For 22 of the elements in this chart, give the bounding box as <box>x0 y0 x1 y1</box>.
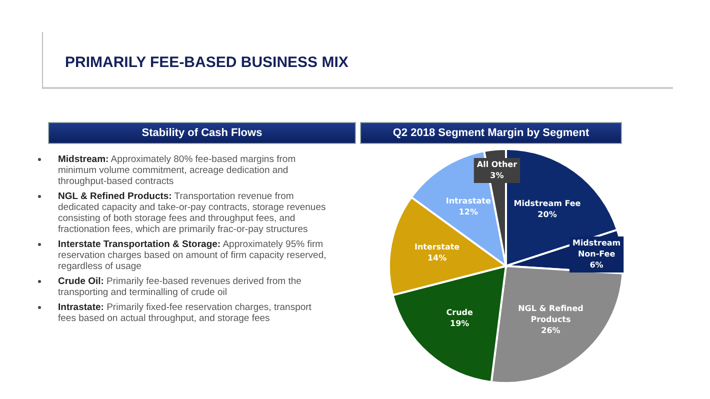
text: Crude Oil: Primarily fee-based revenues derived from the transporting and terminalling of crude oil <box>58 276 302 298</box>
data-label: 6% <box>590 260 604 270</box>
slice-label: Crude <box>446 308 474 318</box>
text: Midstream: Approximately 80% fee-based margins from minimum volume commitment, acreage dedication and throughput-based contracts <box>58 154 297 187</box>
data-label: 26% <box>541 326 560 336</box>
data-label: 14% <box>427 253 447 262</box>
text: PRIMARILY FEE-BASED BUSINESS MIX <box>65 54 348 71</box>
slice-label: All Other <box>476 160 518 170</box>
data-label: 20% <box>538 210 557 219</box>
text: Stability of Cash Flows <box>48 122 356 144</box>
slice-label: Midstream Fee <box>514 198 582 208</box>
text: NGL & Refined Products: Transportation revenue from dedicated capacity and take-or-pay contracts, storage revenues consisting of both storage fees and throughput fees, and fractionation fees, which are primarily frac-or-pay structures <box>58 191 327 235</box>
data-label: 3% <box>490 171 504 180</box>
slice-label: Interstate <box>414 242 460 252</box>
data-label: 12% <box>458 207 478 216</box>
data-label: 19% <box>450 319 470 328</box>
slice-label: Midstream Non-Fee <box>572 238 621 259</box>
text: Intrastate: Primarily fixed-fee reservation charges, transport fees based on actual throughput, and storage fees <box>58 302 312 324</box>
text: Interstate Transportation & Storage: Approximately 95% firm reservation charges based on amount of firm capacity reserved, regardless of usage <box>58 239 328 272</box>
slice-label: NGL & Refined Products <box>518 304 584 324</box>
chart-subtitle: Q2 2018 Segment Margin by Segment <box>360 122 622 144</box>
slice-label: Intrastate <box>446 196 492 206</box>
